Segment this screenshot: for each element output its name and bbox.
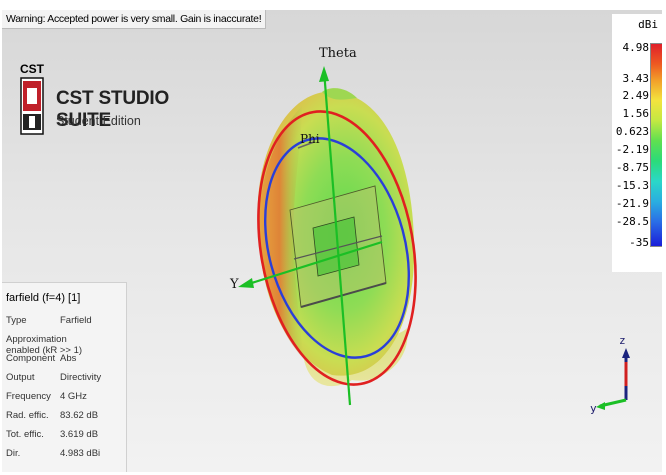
legend-tick: 3.43: [622, 72, 650, 85]
legend-tick: -8.75: [615, 161, 649, 174]
y-axis-label: Y: [230, 277, 239, 292]
legend-tick: 4.98: [622, 41, 650, 54]
cst-logo: CST CST STUDIO SUITE Student Edition: [20, 62, 190, 152]
cst-logo-icon: [20, 77, 44, 135]
farfield-title: farfield (f=4) [1]: [6, 292, 81, 304]
phi-arrow: [297, 141, 315, 149]
info-row: Frequency 4 GHz: [6, 391, 87, 402]
legend-unit: dBi: [638, 18, 658, 31]
orientation-triad[interactable]: z y: [586, 332, 640, 422]
farfield-pattern-plot[interactable]: [2, 10, 662, 472]
info-row: Type Farfield: [6, 315, 92, 326]
pattern-top-lobe: [322, 88, 357, 100]
triad-axes-icon: [596, 348, 630, 410]
legend-tick: 1.56: [622, 107, 650, 120]
info-row: Component Abs: [6, 353, 77, 364]
color-scale-legend: dBi 4.98 3.43 2.49 1.56 0.623 -2.19 -8.7…: [612, 14, 662, 272]
theta-axis: [322, 69, 352, 406]
triad-y-label: y: [590, 402, 597, 415]
farfield-info-panel: farfield (f=4) [1] Type Farfield Approxim…: [2, 282, 127, 472]
y-axis-arrow: [238, 278, 254, 288]
legend-tick: -2.19: [615, 143, 649, 156]
phi-axis-label: Phi: [300, 132, 320, 146]
info-row: Approximationenabled (kR >> 1): [6, 334, 83, 356]
legend-tick: -21.9: [615, 197, 649, 210]
info-row: Dir. 4.983 dBi: [6, 448, 101, 459]
theta-cut-ring: [257, 110, 417, 386]
cst-edition: Student Edition: [56, 114, 141, 128]
y-axis: [241, 240, 383, 288]
legend-tick: -15.3: [615, 179, 649, 192]
cst-mark-text: CST: [20, 62, 44, 76]
legend-color-bar: [650, 43, 662, 247]
phi-cut-ring: [264, 137, 410, 359]
cst-brand-name: CST STUDIO SUITE: [56, 88, 170, 131]
legend-tick: 2.49: [622, 89, 650, 102]
legend-tick: 0.623: [615, 125, 649, 138]
farfield-3d-viewport[interactable]: Theta Phi Y Warning: Accepted power is v…: [2, 10, 662, 472]
triad-z-label: z: [619, 334, 626, 347]
legend-tick: -35: [629, 236, 649, 249]
antenna-substrate-edge: [300, 282, 387, 308]
theta-axis-label: Theta: [319, 46, 357, 61]
info-row: Rad. effic. 83.62 dB: [6, 410, 99, 421]
info-row: Output Directivity: [6, 372, 102, 383]
antenna-patch: [312, 216, 360, 277]
theta-axis-arrow: [319, 66, 329, 82]
legend-tick: -28.5: [615, 215, 649, 228]
info-row: Tot. effic. 3.619 dB: [6, 429, 99, 440]
power-warning-banner: Warning: Accepted power is very small. G…: [2, 10, 267, 29]
